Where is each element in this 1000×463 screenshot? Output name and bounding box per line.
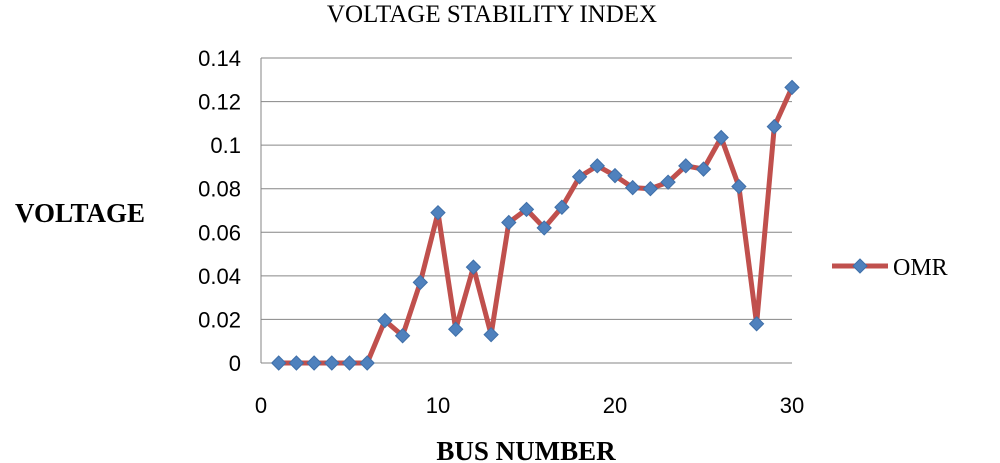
- data-point: [324, 355, 340, 371]
- data-point: [624, 179, 641, 196]
- data-point: [377, 312, 393, 329]
- y-tick-label: 0.02: [198, 307, 241, 332]
- y-tick-label: 0.04: [198, 264, 241, 289]
- legend-label-omr: OMR: [893, 255, 948, 281]
- y-axis-label: VOLTAGE: [15, 198, 145, 228]
- legend-marker-omr: [852, 258, 868, 274]
- data-point: [536, 220, 552, 236]
- data-point: [731, 178, 747, 195]
- x-axis-label: BUS NUMBER: [436, 436, 616, 463]
- data-point: [394, 328, 411, 344]
- data-point: [766, 118, 783, 135]
- data-point: [571, 169, 588, 185]
- x-tick-label: 20: [603, 393, 627, 418]
- data-point: [518, 201, 535, 218]
- data-point: [306, 355, 322, 371]
- data-point: [341, 355, 358, 371]
- y-tick-label: 0.14: [198, 46, 241, 71]
- data-point: [660, 174, 676, 190]
- data-point: [412, 274, 429, 291]
- data-point: [359, 355, 375, 371]
- data-point: [465, 259, 482, 275]
- x-tick-label: 0: [255, 393, 267, 418]
- data-point: [642, 181, 659, 197]
- data-point: [695, 161, 712, 177]
- y-tick-label: 0.08: [198, 177, 241, 202]
- data-point: [748, 316, 765, 332]
- y-tick-labels: 0 0.02 0.04 0.06 0.08 0.1 0.12 0.14: [198, 46, 241, 376]
- y-tick-label: 0.12: [198, 90, 241, 115]
- data-point: [607, 167, 623, 184]
- data-point: [784, 79, 800, 96]
- y-tick-label: 0.06: [198, 220, 241, 245]
- x-tick-label: 30: [780, 393, 804, 418]
- legend: OMR: [832, 255, 948, 281]
- data-point: [554, 199, 570, 215]
- gridlines: [260, 57, 792, 364]
- data-point: [589, 158, 606, 174]
- data-point: [713, 129, 729, 146]
- data-point: [501, 214, 517, 231]
- data-point: [483, 326, 499, 343]
- data-point: [678, 158, 694, 174]
- y-tick-label: 0: [229, 351, 241, 376]
- series-omr: [270, 79, 800, 371]
- data-point: [270, 355, 287, 371]
- data-point: [447, 321, 464, 337]
- x-tick-label: 10: [426, 393, 450, 418]
- data-point: [288, 355, 305, 371]
- y-tick-label: 0.1: [210, 133, 241, 158]
- chart-title: VOLTAGE STABILITY INDEX: [327, 1, 657, 28]
- x-tick-labels: 0 10 20 30: [255, 393, 804, 418]
- series-line: [278, 86, 795, 366]
- data-point: [430, 204, 446, 221]
